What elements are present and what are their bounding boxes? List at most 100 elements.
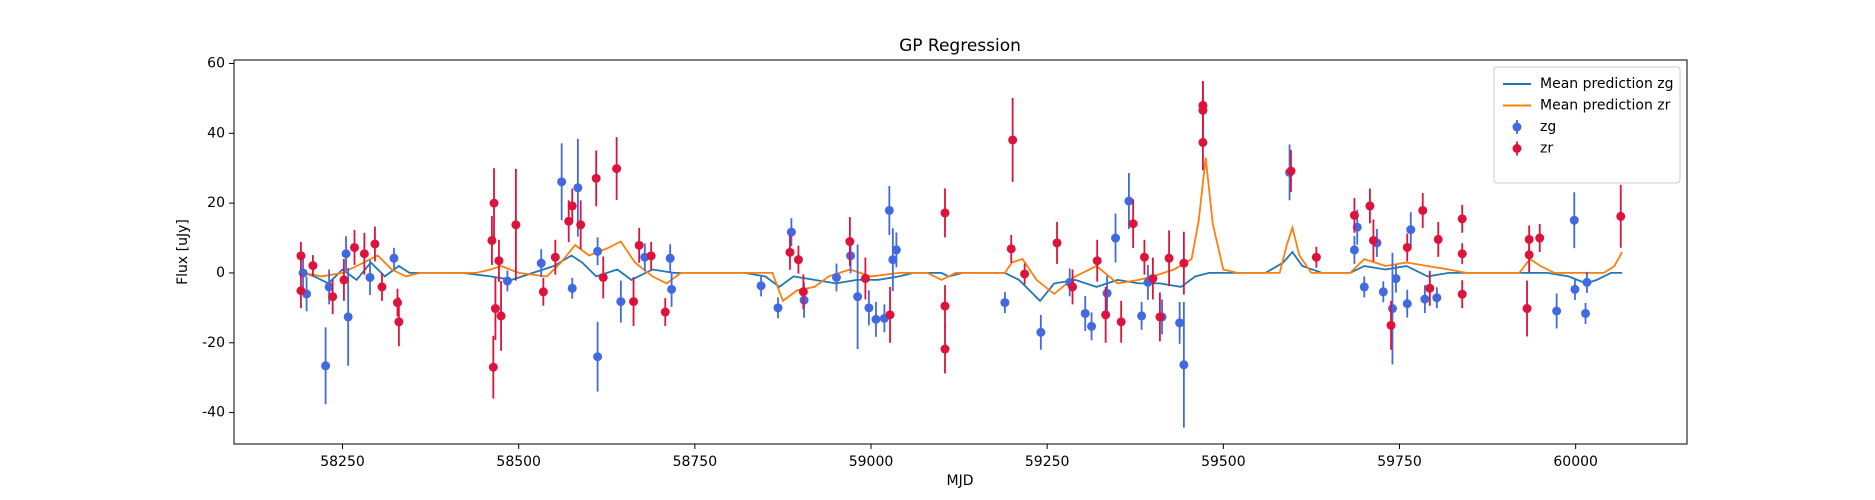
- data-point: [1406, 225, 1416, 235]
- data-point: [591, 173, 601, 183]
- legend-label: Mean prediction zg: [1540, 76, 1674, 92]
- y-tick-label: 40: [207, 125, 225, 141]
- data-point: [756, 281, 766, 291]
- x-tick-label: 58250: [320, 454, 365, 470]
- data-point: [1137, 311, 1147, 321]
- data-point: [1124, 196, 1134, 206]
- data-point: [377, 282, 387, 292]
- data-point: [1365, 201, 1375, 211]
- data-point: [1006, 244, 1016, 254]
- data-point: [593, 246, 603, 256]
- data-point: [1359, 282, 1369, 292]
- y-tick-label: -20: [202, 335, 225, 351]
- data-point: [1087, 321, 1097, 331]
- x-tick-label: 59250: [1025, 454, 1070, 470]
- data-point: [1349, 245, 1359, 255]
- y-tick-label: 60: [207, 55, 225, 71]
- data-point: [1535, 233, 1545, 243]
- data-point: [1582, 277, 1592, 287]
- data-point: [940, 344, 950, 354]
- data-point: [394, 317, 404, 327]
- data-point: [871, 314, 881, 324]
- data-point: [1386, 320, 1396, 330]
- data-point: [536, 258, 546, 268]
- data-point: [1128, 219, 1138, 229]
- data-point: [1570, 284, 1580, 294]
- data-point: [502, 276, 512, 286]
- data-point: [1552, 306, 1562, 316]
- data-point: [511, 220, 521, 230]
- y-tick-label: 0: [216, 265, 225, 281]
- data-point: [885, 310, 895, 320]
- data-point: [940, 301, 950, 311]
- data-point: [845, 237, 855, 247]
- data-point: [1402, 242, 1412, 252]
- data-point: [296, 251, 306, 261]
- data-point: [573, 183, 583, 193]
- data-point: [567, 201, 577, 211]
- data-point: [616, 297, 626, 307]
- data-point: [341, 249, 351, 259]
- data-point: [940, 208, 950, 218]
- data-point: [1457, 214, 1467, 224]
- data-point: [1198, 137, 1208, 147]
- data-point: [798, 287, 808, 297]
- data-point: [389, 253, 399, 263]
- data-point: [665, 253, 675, 263]
- data-point: [853, 292, 863, 302]
- x-tick-label: 58500: [496, 454, 541, 470]
- data-point: [884, 205, 894, 215]
- data-point: [1368, 235, 1378, 245]
- data-point: [1391, 274, 1401, 284]
- data-point: [1111, 233, 1121, 243]
- data-point: [646, 251, 656, 261]
- legend-marker: [1512, 144, 1522, 153]
- data-point: [365, 272, 375, 282]
- data-point: [1387, 304, 1397, 314]
- data-point: [1179, 360, 1189, 370]
- data-point: [339, 275, 349, 285]
- data-point: [328, 292, 338, 302]
- plot-frame: [233, 59, 1688, 445]
- data-point: [1581, 308, 1591, 318]
- data-point: [1432, 293, 1442, 303]
- x-axis-label: MJD: [947, 473, 974, 489]
- data-point: [1175, 318, 1185, 328]
- chart-title: GP Regression: [899, 36, 1021, 56]
- data-point: [1418, 205, 1428, 215]
- data-point: [1569, 215, 1579, 225]
- data-point: [888, 255, 898, 265]
- data-point: [490, 304, 500, 314]
- data-point: [1155, 312, 1165, 322]
- data-point: [1068, 282, 1078, 292]
- data-point: [1378, 287, 1388, 297]
- data-point: [773, 303, 783, 313]
- data-point: [1036, 327, 1046, 337]
- data-point: [392, 298, 402, 308]
- x-tick-label: 59000: [849, 454, 894, 470]
- data-point: [667, 284, 677, 294]
- data-point: [1020, 269, 1030, 279]
- data-point: [298, 268, 308, 278]
- mean-line: [304, 157, 1623, 303]
- data-point: [864, 303, 874, 313]
- legend-label: Mean prediction zr: [1540, 98, 1671, 114]
- data-point: [1524, 250, 1534, 260]
- data-point: [1420, 294, 1430, 304]
- data-point: [891, 245, 901, 255]
- x-tick-label: 60000: [1553, 454, 1598, 470]
- data-point: [489, 198, 499, 208]
- y-tick-label: 20: [207, 195, 225, 211]
- data-point: [488, 362, 498, 372]
- data-point: [308, 261, 318, 271]
- data-point: [593, 352, 603, 362]
- data-point: [1052, 238, 1062, 248]
- data-point: [1198, 100, 1208, 110]
- data-point: [567, 283, 577, 293]
- data-point: [557, 177, 567, 187]
- data-point: [1524, 234, 1534, 244]
- data-point: [1616, 211, 1626, 221]
- data-point: [359, 249, 369, 259]
- data-point: [349, 242, 359, 252]
